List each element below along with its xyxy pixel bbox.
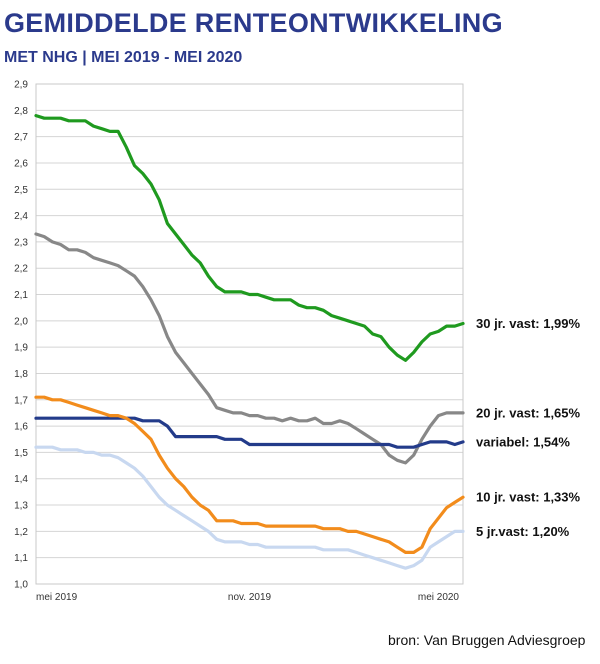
series-line	[34, 113, 465, 362]
y-tick-label: 2,4	[14, 211, 28, 222]
series-end-labels: 30 jr. vast: 1,99% 20 jr. vast: 1,65% vari…	[476, 316, 581, 539]
chart-title: GEMIDDELDE RENTEONTWIKKELING	[4, 8, 503, 38]
y-tick-label: 2,3	[14, 237, 28, 248]
source-note: bron: Van Bruggen Adviesgroep	[388, 632, 586, 648]
series-end-label: 5 jr.vast: 1,20%	[476, 524, 570, 539]
series-end-label: variabel: 1,54%	[476, 434, 570, 449]
y-tick-label: 1,2	[14, 527, 28, 538]
chart-subtitle: MET NHG | MEI 2019 - MEI 2020	[4, 49, 243, 66]
series-end-label: 20 jr. vast: 1,65%	[476, 405, 581, 420]
series-end-label: 30 jr. vast: 1,99%	[476, 316, 581, 331]
series-lines	[34, 113, 465, 570]
y-tick-label: 1,9	[14, 343, 28, 354]
y-tick-label: 2,8	[14, 106, 28, 117]
x-tick-label: mei 2019	[36, 592, 78, 603]
plot-frame	[35, 83, 464, 585]
y-tick-label: 1,1	[14, 553, 28, 564]
y-tick-label: 1,3	[14, 501, 28, 512]
y-tick-label: 1,5	[14, 448, 28, 459]
y-tick-label: 2,9	[14, 80, 28, 91]
y-tick-label: 2,7	[14, 132, 28, 143]
series-line	[34, 445, 465, 570]
x-tick-label: nov. 2019	[228, 592, 272, 603]
gridlines	[36, 83, 463, 585]
line-chart: 1,0 1,1 1,2 1,3 1,4 1,5 1,6 1,7 1,8 1,9 2,0 2,1 2,2 2…	[14, 80, 581, 604]
x-axis-ticks: mei 2019 nov. 2019 mei 2020	[36, 592, 459, 603]
series-end-label: 10 jr. vast: 1,33%	[476, 490, 581, 505]
series-line	[34, 232, 465, 465]
y-tick-label: 2,0	[14, 316, 28, 327]
y-tick-label: 2,5	[14, 185, 28, 196]
y-tick-label: 1,4	[14, 474, 28, 485]
y-tick-label: 2,2	[14, 264, 28, 275]
y-tick-label: 2,1	[14, 290, 28, 301]
y-tick-label: 1,0	[14, 580, 28, 591]
x-tick-label: mei 2020	[418, 592, 460, 603]
y-tick-label: 2,6	[14, 158, 28, 169]
y-tick-label: 1,6	[14, 422, 28, 433]
series-line	[34, 395, 465, 555]
series-line	[34, 416, 465, 449]
y-tick-label: 1,8	[14, 369, 28, 380]
y-tick-label: 1,7	[14, 395, 28, 406]
y-axis-ticks: 1,0 1,1 1,2 1,3 1,4 1,5 1,6 1,7 1,8 1,9 2,0 2,1 2,2 2…	[14, 80, 28, 591]
